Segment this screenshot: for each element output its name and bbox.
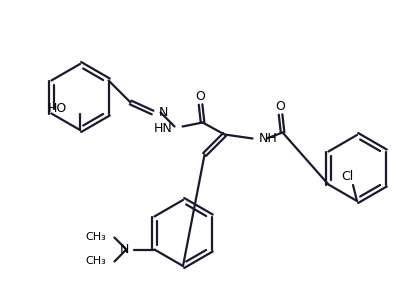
Text: CH₃: CH₃ <box>86 257 106 266</box>
Text: CH₃: CH₃ <box>86 232 106 242</box>
Text: HN: HN <box>154 122 172 135</box>
Text: N: N <box>120 243 130 256</box>
Text: Cl: Cl <box>341 171 353 184</box>
Text: O: O <box>196 90 206 103</box>
Text: O: O <box>276 100 286 113</box>
Text: HO: HO <box>48 101 67 114</box>
Text: N: N <box>158 106 168 119</box>
Text: NH: NH <box>258 132 277 145</box>
